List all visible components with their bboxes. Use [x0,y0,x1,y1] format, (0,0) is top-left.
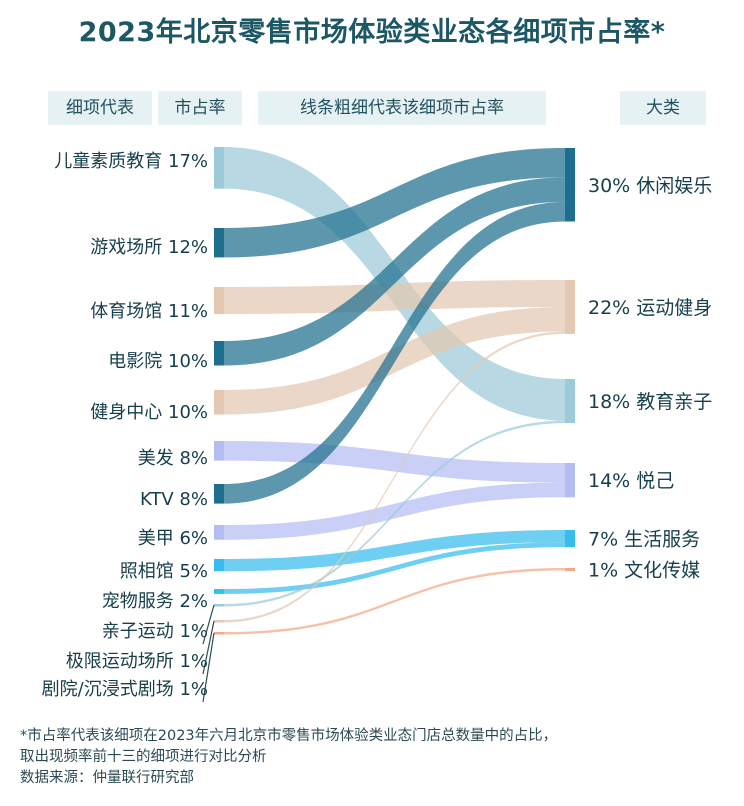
source-bar-6 [214,484,224,504]
source-label-6: KTV 8% [140,489,208,510]
target-label-0: 30% 休闲娱乐 [588,175,712,197]
source-bar-2 [214,287,224,314]
target-bar-4 [565,530,575,548]
source-bar-7 [214,525,224,540]
source-label-4: 健身中心 10% [90,402,208,423]
source-label-2: 体育场馆 11% [90,301,208,322]
header-width-note: 线条粗细代表该细项市占率 [258,91,546,125]
header-category: 大类 [620,91,706,125]
link-9 [224,542,565,594]
source-bar-9 [214,589,224,594]
link-8 [224,530,565,572]
link-10 [224,420,565,607]
source-bar-12 [214,632,224,635]
target-label-3: 14% 悦己 [588,470,674,492]
footnote: *市占率代表该细项在2023年六月北京市零售市场体验类业态门店总数量中的占比， … [20,726,730,789]
target-bar-5 [565,568,575,571]
target-label-1: 22% 运动健身 [588,297,712,319]
target-label-4: 7% 生活服务 [588,529,700,551]
target-bar-3 [565,463,575,498]
data-source: 数据来源：仲量联行研究部 [20,770,194,786]
header-item: 细项代表 [48,91,152,125]
target-bar-2 [565,379,575,424]
source-bar-8 [214,559,224,572]
target-label-2: 18% 教育亲子 [588,391,712,413]
source-label-7: 美甲 6% [138,528,208,549]
link-11 [224,331,565,623]
link-6 [224,201,565,504]
link-3 [224,177,565,366]
link-12 [224,568,565,635]
source-label-8: 照相馆 5% [120,561,208,582]
chart-title: 2023年北京零售市场体验类业态各细项市占率* [78,17,666,48]
source-bar-10 [214,604,224,607]
leader-line-11 [202,620,215,675]
source-bar-11 [214,620,224,623]
source-label-3: 电影院 10% [108,351,208,372]
source-bar-1 [214,228,224,258]
source-label-12: 剧院/沉浸式剧场 1% [42,679,208,700]
link-7 [224,482,565,540]
source-label-11: 极限运动场所 1% [66,651,208,672]
source-bar-5 [214,441,224,461]
source-label-9: 宠物服务 2% [102,591,208,612]
header-share: 市占率 [158,91,242,125]
target-label-5: 1% 文化传媒 [588,560,700,582]
target-bar-0 [565,148,575,222]
link-5 [224,441,565,483]
source-label-0: 儿童素质教育 17% [54,151,208,172]
link-2 [224,280,565,314]
source-bar-4 [214,390,224,415]
link-1 [224,148,565,258]
source-bar-0 [214,147,224,189]
leader-line-10 [202,604,215,645]
footnote-line-2: 取出现频率前十三的细项进行对比分析 [20,749,267,765]
leader-line-12 [202,632,215,703]
source-label-1: 游戏场所 12% [90,237,208,258]
source-label-10: 亲子运动 1% [102,621,208,642]
footnote-line-1: *市占率代表该细项在2023年六月北京市零售市场体验类业态门店总数量中的占比， [20,728,558,744]
source-label-5: 美发 8% [138,448,208,469]
target-bar-1 [565,280,575,334]
source-bar-3 [214,341,224,366]
